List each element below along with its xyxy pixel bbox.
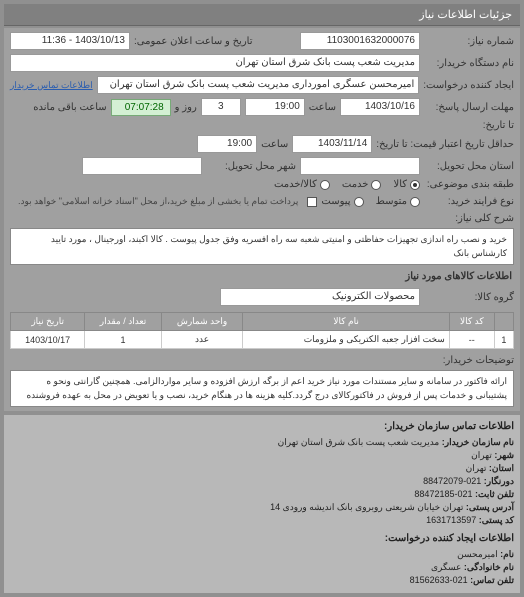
price-deadline-date: 1403/11/14 [292, 135, 372, 153]
th-code: کد کالا [449, 313, 494, 331]
province-value [300, 157, 420, 175]
purchase-type-label: نوع فرایند خرید: [424, 196, 514, 207]
creator-title: اطلاعات ایجاد کننده درخواست: [10, 533, 514, 544]
radio-goods[interactable]: کالا [393, 179, 420, 190]
table-row: 1 -- سخت افزار جعبه الکتریکی و ملزومات ع… [11, 331, 514, 349]
purchase-type-group: متوسط پیوست [321, 196, 420, 207]
th-date: تاریخ نیاز [11, 313, 85, 331]
days-and-label: روز و [175, 102, 197, 113]
announce-value: 1403/10/13 - 11:36 [10, 32, 130, 50]
city-label: شهر محل تحویل: [206, 161, 296, 172]
subject-label: شرح کلی نیاز: [424, 213, 514, 224]
city-value [82, 157, 202, 175]
radio-both[interactable]: کالا/خدمت [274, 179, 330, 190]
category-radio-group: کالا خدمت کالا/خدمت [274, 179, 420, 190]
to-date-label: تا تاریخ: [424, 120, 514, 131]
radio-attachment[interactable]: پیوست [321, 196, 363, 207]
contact-title: اطلاعات تماس سازمان خریدار: [10, 421, 514, 432]
th-name: نام کالا [243, 313, 449, 331]
deadline-time: 19:00 [245, 98, 305, 116]
province-label: استان محل تحویل: [424, 161, 514, 172]
time-label-2: ساعت [261, 139, 288, 150]
announce-label: تاریخ و ساعت اعلان عمومی: [134, 36, 253, 47]
remaining-time: 07:07:28 [111, 99, 171, 116]
creator-label: ایجاد کننده درخواست: [423, 80, 514, 91]
requester-value: مدیریت شعب پست بانک شرق استان تهران [10, 54, 420, 72]
creator-value: امیرمحسن عسگری امورداری مدیریت شعب پست ب… [97, 76, 420, 94]
contact-link[interactable]: اطلاعات تماس خریدار [10, 80, 93, 91]
remaining-days: 3 [201, 98, 241, 116]
th-unit: واحد شمارش [161, 313, 243, 331]
items-header: اطلاعات کالاهای مورد نیاز [6, 267, 518, 286]
panel-header: جزئیات اطلاعات نیاز [4, 4, 520, 26]
need-number-label: شماره نیاز: [424, 36, 514, 47]
subject-text: خرید و نصب راه اندازی تجهیزات حفاظتی و ا… [10, 228, 514, 265]
group-value: محصولات الکترونیک [220, 288, 420, 306]
items-table: کد کالا نام کالا واحد شمارش تعداد / مقدا… [10, 312, 514, 349]
radio-service[interactable]: خدمت [342, 179, 382, 190]
buyer-notes-text: ارائه فاکتور در سامانه و سایر مستندات مو… [10, 370, 514, 407]
radio-medium[interactable]: متوسط [376, 196, 420, 207]
category-label: طبقه بندی موضوعی: [424, 179, 514, 190]
group-label: گروه کالا: [424, 292, 514, 303]
th-idx [494, 313, 513, 331]
price-deadline-time: 19:00 [197, 135, 257, 153]
need-number-value: 1103001632000076 [300, 32, 420, 50]
time-label-1: ساعت [309, 102, 336, 113]
deadline-label: مهلت ارسال پاسخ: [424, 102, 514, 113]
requester-label: نام دستگاه خریدار: [424, 58, 514, 69]
th-qty: تعداد / مقدار [85, 313, 161, 331]
contact-footer: اطلاعات تماس سازمان خریدار: نام سازمان خ… [4, 415, 520, 593]
buyer-notes-label: توضیحات خریدار: [424, 355, 514, 366]
remaining-suffix: ساعت باقی مانده [33, 102, 106, 113]
deadline-date: 1403/10/16 [340, 98, 420, 116]
treasury-checkbox[interactable]: پرداخت تمام یا بخشی از مبلغ خرید،از محل … [12, 194, 317, 209]
price-deadline-label: حداقل تاریخ اعتبار قیمت: تا تاریخ: [376, 139, 514, 150]
